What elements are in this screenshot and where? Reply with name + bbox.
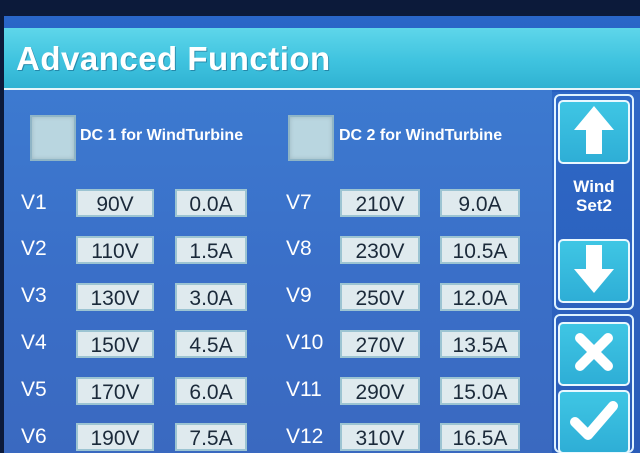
dc1-windturbine-checkbox[interactable] (30, 115, 76, 161)
v3-label: V3 (21, 284, 47, 307)
v6-voltage-field[interactable]: 190V (76, 423, 154, 451)
confirm-button[interactable] (558, 390, 630, 453)
v11-label: V11 (286, 378, 322, 401)
v7-current-field[interactable]: 9.0A (440, 189, 520, 217)
page-title: Advanced Function (16, 40, 331, 77)
v2-label: V2 (21, 237, 47, 260)
arrow-down-icon (572, 243, 616, 300)
wind-set-line2: Set2 (576, 196, 612, 215)
v6-current-field[interactable]: 7.5A (175, 423, 247, 451)
scroll-up-button[interactable] (558, 100, 630, 164)
arrow-up-icon (572, 104, 616, 161)
dc2-windturbine-label: DC 2 for WindTurbine (339, 127, 503, 144)
v8-voltage-field[interactable]: 230V (340, 236, 420, 264)
v10-current-field[interactable]: 13.5A (440, 330, 520, 358)
v1-label: V1 (21, 191, 47, 214)
dc1-windturbine-label: DC 1 for WindTurbine (80, 127, 244, 144)
v12-current-field[interactable]: 16.5A (440, 423, 520, 451)
v6-label: V6 (21, 425, 47, 448)
v8-current-field[interactable]: 10.5A (440, 236, 520, 264)
close-icon (570, 328, 618, 381)
sidebar: Wind Set2 (552, 92, 640, 453)
v2-current-field[interactable]: 1.5A (175, 236, 247, 264)
v9-voltage-field[interactable]: 250V (340, 283, 420, 311)
cancel-button[interactable] (558, 322, 630, 386)
v12-label: V12 (286, 425, 324, 448)
v4-label: V4 (21, 331, 47, 354)
v12-voltage-field[interactable]: 310V (340, 423, 420, 451)
navigation-frame (554, 94, 634, 310)
wind-set-line1: Wind (573, 177, 615, 196)
v7-label: V7 (286, 191, 312, 214)
v9-label: V9 (286, 284, 312, 307)
title-bar: Advanced Function (4, 28, 640, 90)
v4-current-field[interactable]: 4.5A (175, 330, 247, 358)
v10-voltage-field[interactable]: 270V (340, 330, 420, 358)
v1-current-field[interactable]: 0.0A (175, 189, 247, 217)
scroll-down-button[interactable] (558, 239, 630, 303)
v3-current-field[interactable]: 3.0A (175, 283, 247, 311)
v9-current-field[interactable]: 12.0A (440, 283, 520, 311)
v10-label: V10 (286, 331, 324, 354)
v2-voltage-field[interactable]: 110V (76, 236, 154, 264)
v11-voltage-field[interactable]: 290V (340, 377, 420, 405)
v8-label: V8 (286, 237, 312, 260)
v1-voltage-field[interactable]: 90V (76, 189, 154, 217)
v5-voltage-field[interactable]: 170V (76, 377, 154, 405)
dc2-windturbine-checkbox[interactable] (288, 115, 334, 161)
settings-panel: DC 1 for WindTurbine DC 2 for WindTurbin… (4, 90, 552, 453)
v3-voltage-field[interactable]: 130V (76, 283, 154, 311)
v5-current-field[interactable]: 6.0A (175, 377, 247, 405)
check-icon (569, 396, 619, 449)
v4-voltage-field[interactable]: 150V (76, 330, 154, 358)
v11-current-field[interactable]: 15.0A (440, 377, 520, 405)
v7-voltage-field[interactable]: 210V (340, 189, 420, 217)
screen: Advanced Function DC 1 for WindTurbine D… (4, 16, 640, 453)
v5-label: V5 (21, 378, 47, 401)
